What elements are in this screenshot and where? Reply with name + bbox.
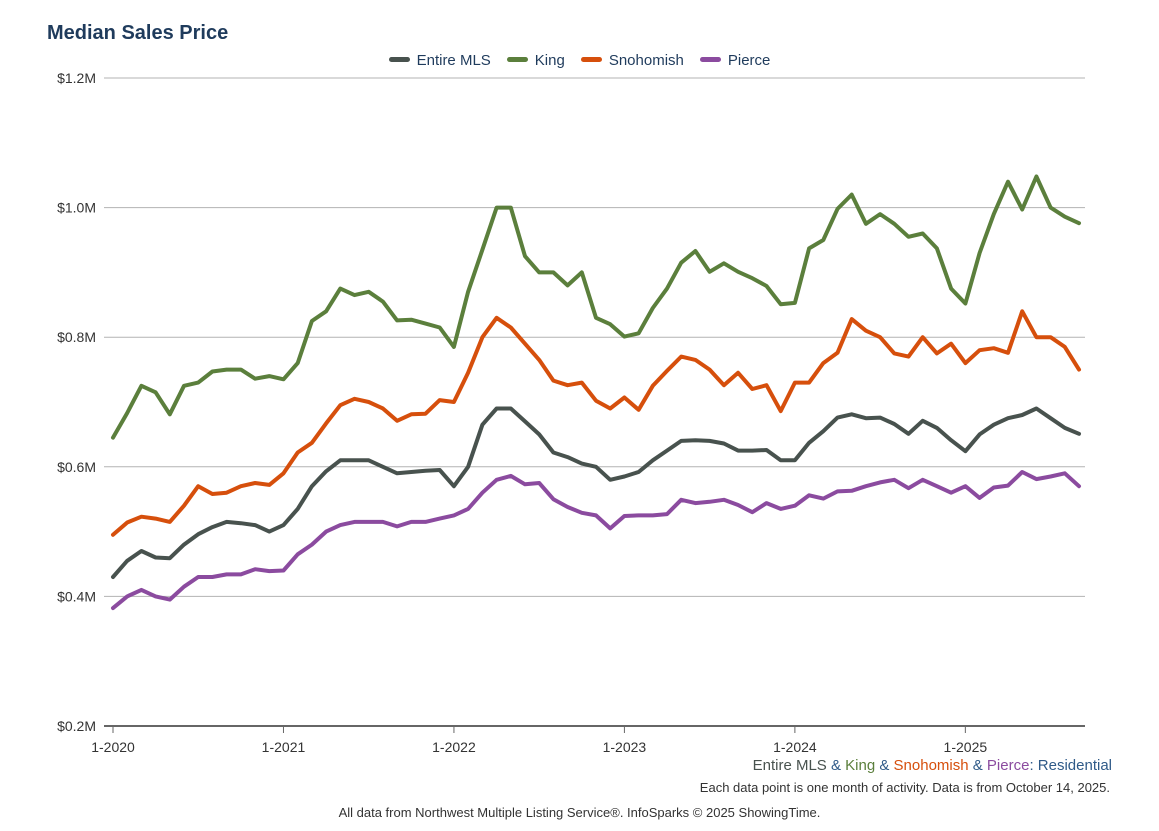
caption-part: Entire MLS [752,757,827,774]
caption-part: King [845,757,876,774]
series-line-king [111,174,1081,440]
y-tick-label: $0.8M [57,329,96,345]
legend-swatch [699,56,721,62]
series-line-snohomish [111,309,1081,537]
chart-caption: Entire MLS & King & Snohomish & Pierce: … [753,757,1112,774]
y-tick-label: $1.2M [57,70,96,86]
caption-part: Snohomish [893,757,969,774]
x-tick-label: 1-2022 [432,739,476,755]
legend-swatch [506,56,528,62]
caption-part: & [875,757,894,774]
legend-swatch [580,56,602,62]
x-tick-label: 1-2020 [91,739,135,755]
x-tick-label: 1-2023 [603,739,647,755]
caption-part: : Residential [1029,757,1112,774]
legend-swatch [388,56,410,62]
caption-part: Pierce [986,757,1030,774]
footer-attribution: All data from Northwest Multiple Listing… [338,805,821,820]
legend-label: King [534,52,565,69]
legend-item: Entire MLS [388,52,491,69]
x-tick-label: 1-2025 [944,739,988,755]
legend-item: Snohomish [580,52,684,69]
y-tick-label: $1.0M [57,200,96,216]
y-tick-label: $0.2M [57,718,96,734]
legend-label: Snohomish [608,52,684,69]
y-tick-label: $0.6M [57,459,96,475]
legend-label: Pierce [727,52,771,69]
series-line-pierce [111,470,1081,611]
legend: Entire MLS King Snohomish Pierce [0,52,1159,69]
y-tick-label: $0.4M [57,588,96,604]
data-note: Each data point is one month of activity… [699,780,1110,795]
legend-item: Pierce [699,52,771,69]
legend-item: King [506,52,565,69]
chart-title: Median Sales Price [47,22,229,44]
caption-part: & [826,757,846,774]
series-line-entire-mls [111,406,1081,579]
caption-part: & [968,757,987,774]
x-tick-label: 1-2024 [773,739,817,755]
legend-label: Entire MLS [416,52,491,69]
x-tick-label: 1-2021 [262,739,306,755]
